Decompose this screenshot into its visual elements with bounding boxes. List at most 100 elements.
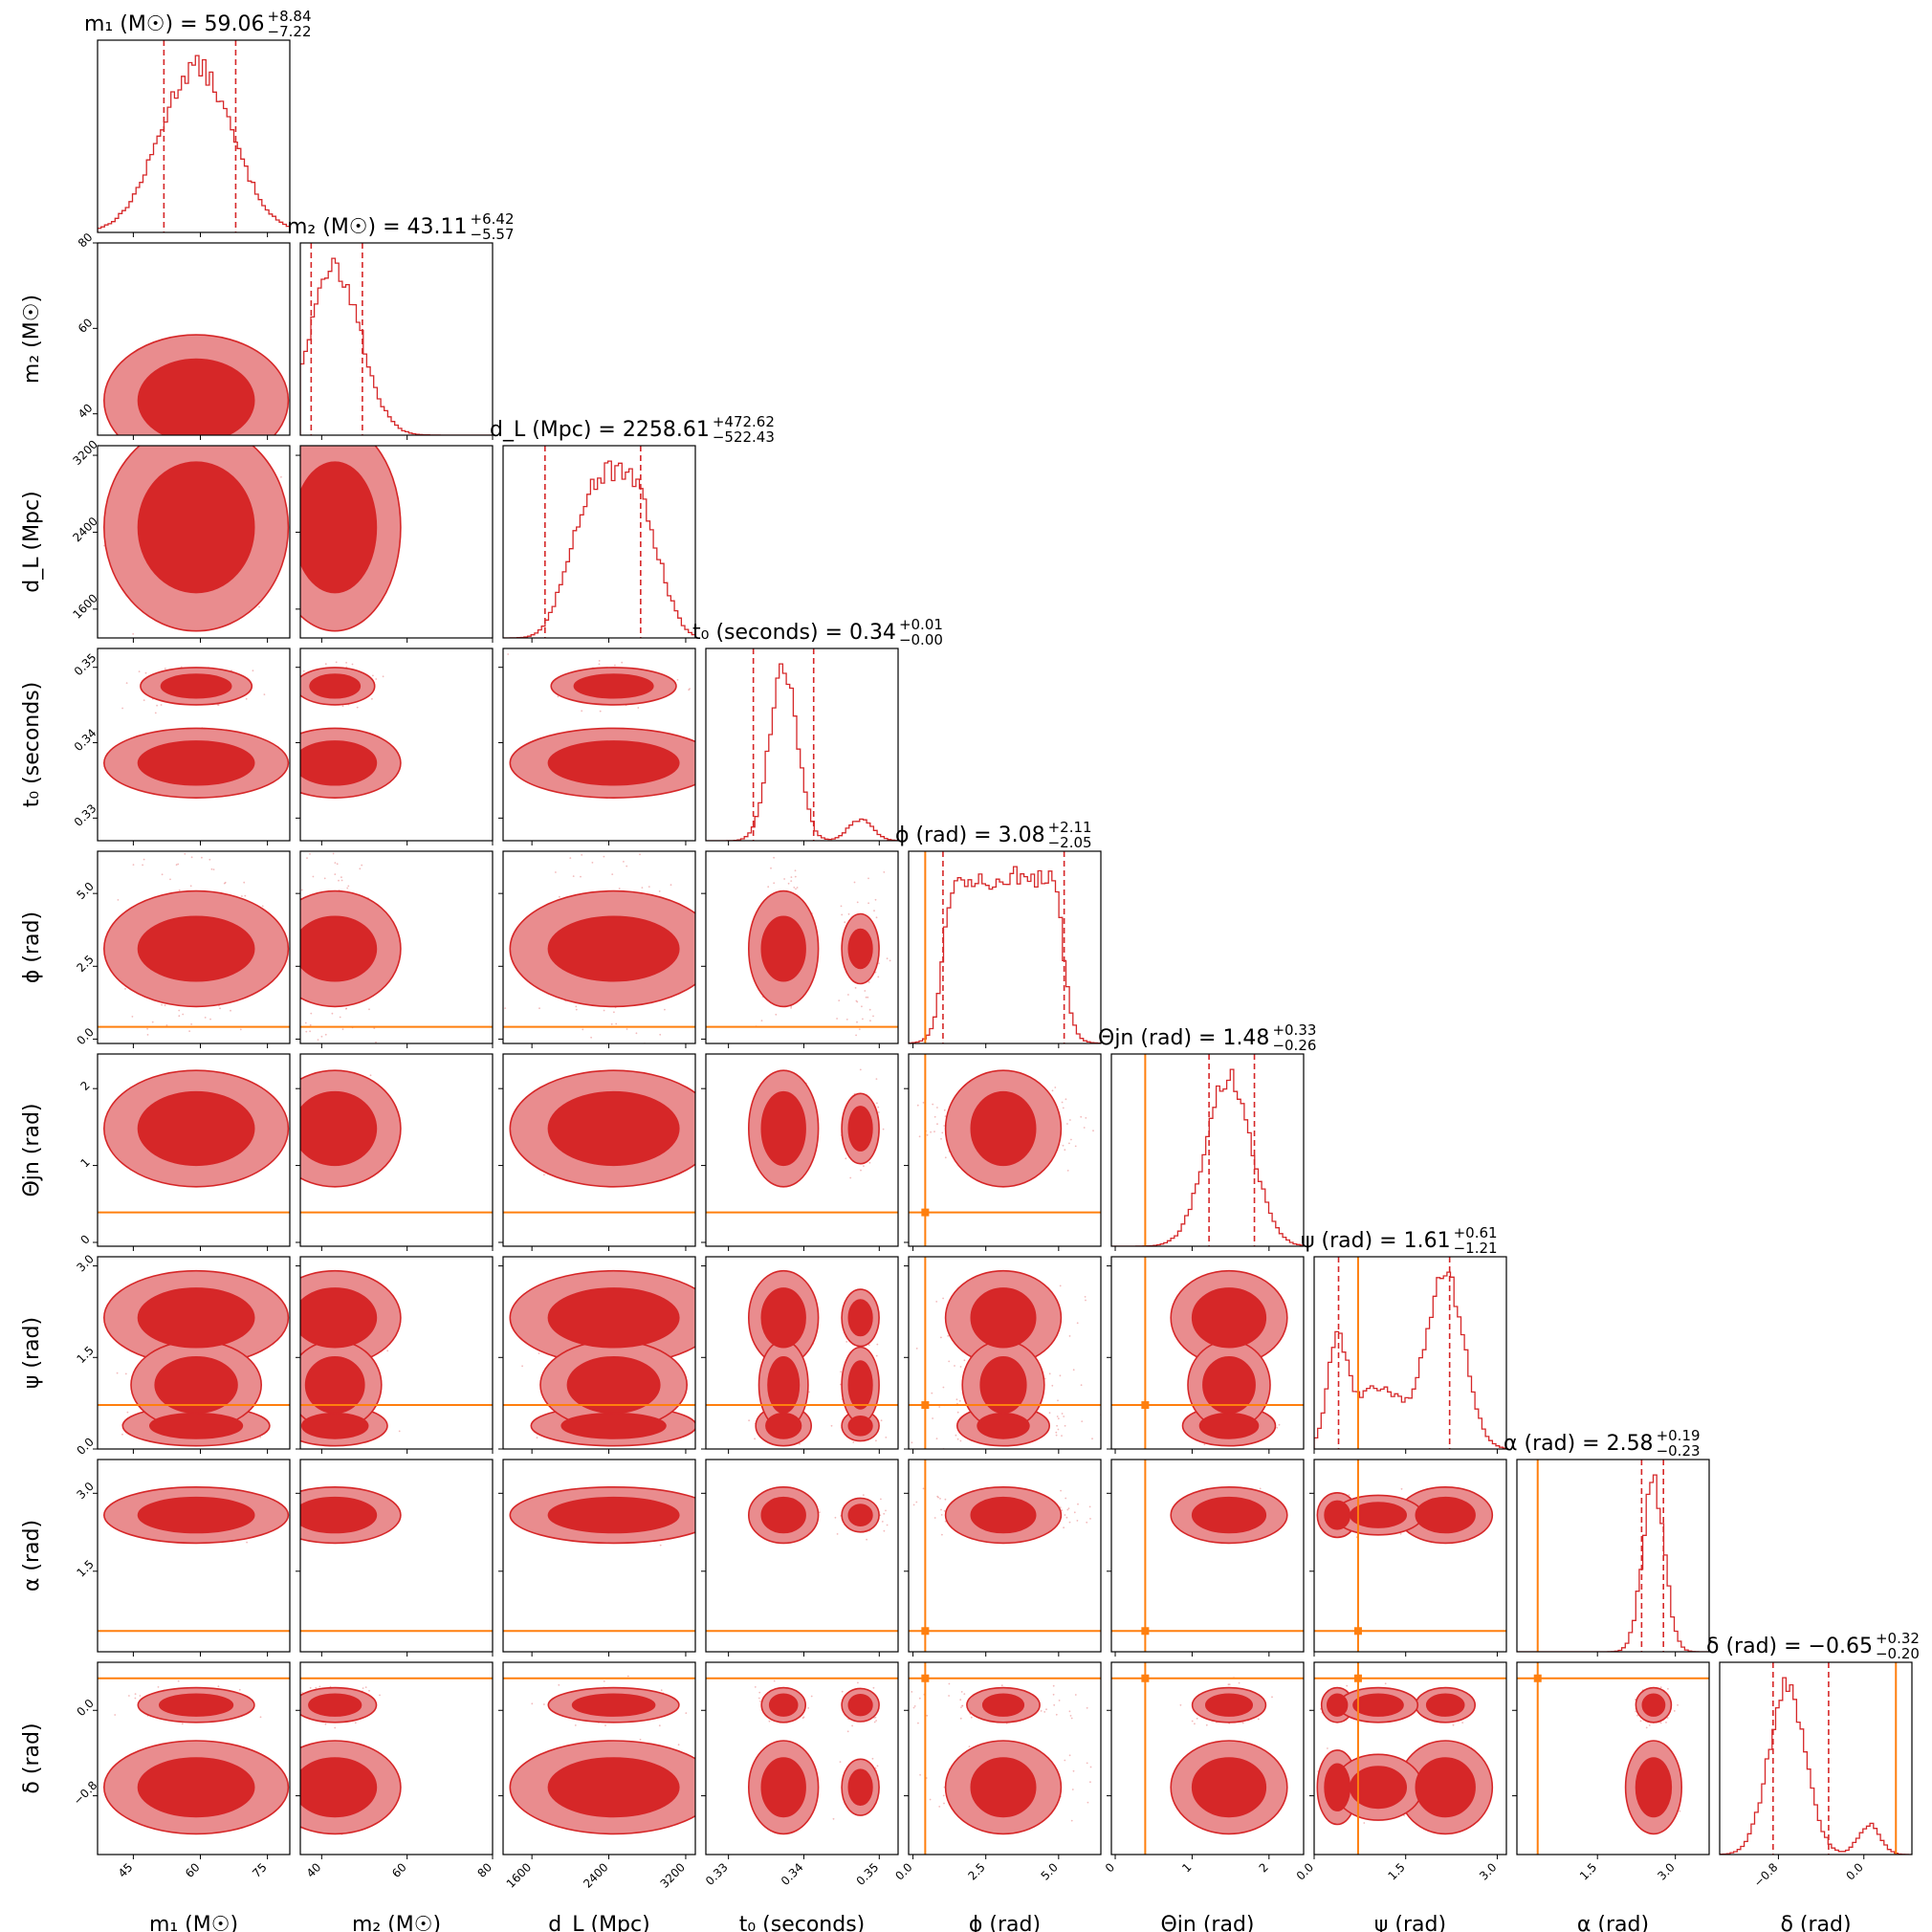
contour-inner	[300, 1412, 369, 1439]
contour-inner	[1324, 1500, 1351, 1530]
sample-point	[963, 1359, 966, 1362]
sample-point	[189, 885, 192, 888]
panel-dL-dL: d_L (Mpc) = 2258.61 +472.62−522.43	[490, 413, 775, 643]
contour-inner	[300, 915, 378, 982]
sample-point	[581, 1056, 582, 1058]
sample-point	[844, 921, 846, 924]
panel-frame	[502, 850, 696, 1044]
sample-point	[1062, 1144, 1065, 1147]
sample-point	[877, 976, 880, 978]
panel-alpha-t0	[701, 1459, 899, 1657]
sample-point	[1084, 1296, 1087, 1298]
sample-point	[799, 1442, 801, 1445]
x-tick-label-dL: 1600	[504, 1860, 534, 1890]
title-phi: ϕ (rad) = 3.08	[895, 823, 1045, 847]
panel-thetajn-dL	[498, 1053, 696, 1251]
sample-point	[865, 996, 867, 999]
panel-frame	[705, 648, 899, 842]
sample-point	[309, 1686, 312, 1689]
sample-point	[801, 1717, 804, 1720]
sample-point	[1059, 1284, 1062, 1287]
sample-point	[258, 605, 260, 608]
sample-point	[175, 864, 178, 867]
contour-inner	[767, 1356, 801, 1415]
sample-point	[841, 913, 844, 916]
sample-point	[603, 855, 605, 858]
contour-inner	[847, 1416, 873, 1437]
sample-point	[614, 823, 616, 825]
sample-point	[1054, 1087, 1057, 1088]
sample-point	[125, 682, 128, 684]
sample-point	[864, 990, 867, 992]
sample-point	[151, 1021, 154, 1023]
sample-point	[1105, 1419, 1107, 1421]
sample-point	[1105, 1132, 1107, 1134]
sample-point	[292, 1356, 294, 1358]
sample-point	[126, 1411, 129, 1414]
sample-point	[794, 869, 797, 872]
sample-point	[888, 1322, 889, 1324]
sample-point	[795, 888, 797, 890]
panel-frame	[299, 1459, 494, 1653]
sample-point	[810, 1695, 813, 1698]
sample-point	[840, 905, 843, 908]
sample-point	[317, 1039, 319, 1041]
contour-inner	[979, 1356, 1027, 1415]
sample-point	[187, 441, 189, 443]
y-axis-label-psi: ψ (rad)	[20, 1317, 44, 1389]
sample-point	[1073, 1511, 1076, 1514]
sample-point	[933, 1517, 936, 1519]
sample-point	[354, 1722, 357, 1724]
sample-point	[382, 675, 384, 678]
sample-point	[895, 1442, 897, 1444]
panel-frame	[299, 242, 494, 436]
sample-point	[398, 1430, 401, 1433]
y-axis-label-alpha: α (rad)	[20, 1520, 44, 1592]
sample-point	[298, 1506, 300, 1508]
panel-t0-m2	[292, 648, 494, 845]
sample-point	[867, 981, 870, 983]
sample-point	[854, 987, 857, 989]
sample-point	[918, 1135, 921, 1138]
sample-point	[834, 1516, 837, 1519]
sample-point	[290, 535, 292, 537]
sample-point	[840, 1371, 842, 1373]
sample-point	[856, 1000, 859, 1003]
histogram-thetajn	[1111, 1068, 1304, 1246]
sample-point	[286, 1829, 288, 1831]
sample-point	[309, 1023, 312, 1026]
sample-point	[318, 829, 319, 831]
sample-point	[288, 1524, 290, 1526]
x-tick-label-m1: 45	[116, 1860, 136, 1880]
sample-point	[1076, 1520, 1079, 1522]
histogram-psi	[1314, 1271, 1506, 1449]
sample-point	[832, 1817, 835, 1820]
sample-point	[292, 693, 294, 695]
sample-point	[164, 1004, 166, 1007]
sample-point	[936, 1123, 938, 1126]
sample-point	[714, 1531, 715, 1533]
sample-point	[184, 852, 187, 855]
sample-point	[903, 1438, 905, 1440]
sample-point	[224, 833, 226, 835]
x-tick-label-m1: 75	[250, 1860, 270, 1880]
sample-point	[895, 1417, 897, 1419]
sample-point	[635, 1032, 638, 1035]
sample-point	[790, 876, 793, 878]
panel-alpha-dL	[498, 1459, 715, 1657]
sample-point	[1064, 1149, 1066, 1152]
sample-point	[1065, 1516, 1068, 1519]
contour-inner	[977, 1412, 1030, 1439]
sample-point	[219, 1007, 221, 1010]
sample-point	[1059, 1374, 1062, 1377]
sample-point	[875, 1078, 878, 1080]
sample-point	[770, 867, 772, 869]
sample-point	[883, 871, 886, 873]
panel-thetajn-phi	[904, 1053, 1107, 1251]
sample-point	[372, 674, 374, 677]
sample-point	[659, 1033, 662, 1036]
sample-point	[867, 877, 869, 880]
sample-point	[1065, 1497, 1067, 1500]
sample-point	[637, 707, 640, 709]
